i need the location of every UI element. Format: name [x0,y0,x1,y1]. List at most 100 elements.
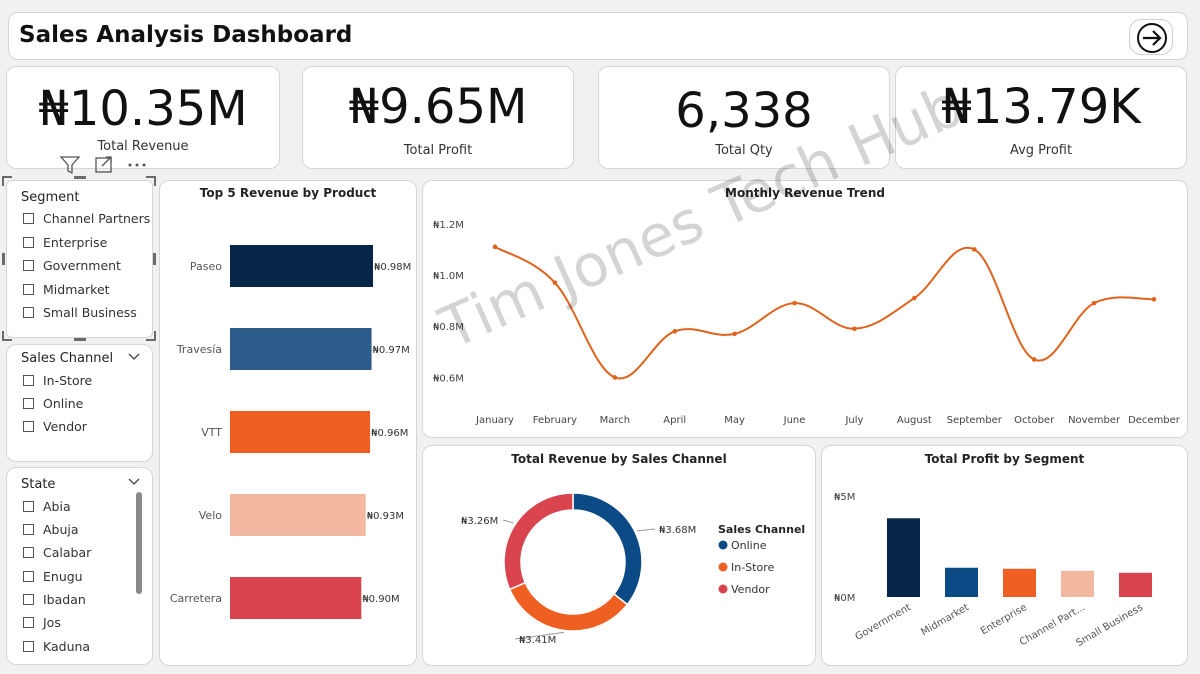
checkbox[interactable] [23,641,34,652]
donut-slice [572,492,643,606]
checkbox[interactable] [23,375,34,386]
y-tick-label: ₦5M [834,492,855,503]
trend-point [852,326,857,332]
checkbox[interactable] [23,547,34,558]
slicer-item[interactable]: Midmarket [23,282,110,297]
slicer-item[interactable]: Kaduna [23,639,90,654]
segment-slicer[interactable]: Segment Channel Partners Enterprise Gove… [6,180,153,338]
bar-value-label: ₦0.96M [371,428,408,439]
x-tick-label: March [600,415,630,426]
slicer-item[interactable]: Ibadan [23,592,86,607]
bar-category-label: Paseo [190,260,222,273]
x-tick-label: December [1128,415,1181,426]
next-page-button[interactable] [1129,19,1173,55]
slicer-item[interactable]: In-Store [23,373,92,388]
bar-value-label: ₦0.98M [374,262,411,273]
bar-value-label: ₦0.93M [367,511,404,522]
bar [1119,572,1152,597]
sales-channel-slicer[interactable]: Sales Channel In-Store Online Vendor [6,344,153,462]
x-tick-label: June [783,415,806,426]
bar [230,328,372,370]
donut-value-label: ₦3.26M [461,516,498,527]
legend-marker [718,562,728,572]
trend-point [1091,300,1097,306]
checkbox[interactable] [23,594,34,605]
x-tick-label: October [1014,415,1055,426]
x-tick-label: July [844,415,863,426]
bar [945,567,978,597]
kpi-label: Total Profit [403,143,473,158]
slicer-item[interactable]: Calabar [23,545,91,560]
slicer-item[interactable]: Vendor [23,419,87,434]
slicer-title: Sales Channel [21,351,114,366]
bar [1061,570,1094,597]
checkbox[interactable] [23,398,34,409]
monthly-trend-chart: Monthly Revenue Trend ₦0.6M ₦0.8M ₦1.0M ₦1.… [422,180,1188,438]
slicer-item[interactable]: Small Business [23,305,137,320]
sales-channel-donut: Total Revenue by Sales Channel ₦3.68M ₦3.… [422,445,816,666]
x-tick-label: Enterprise [979,602,1029,637]
slicer-item[interactable]: Abuja [23,522,79,537]
focus-mode-icon[interactable] [95,156,112,173]
bar [230,494,366,536]
filter-icon[interactable] [59,156,81,175]
chevron-down-icon[interactable] [128,478,140,486]
chevron-down-icon[interactable] [128,353,140,361]
kpi-value: ₦10.35M [38,81,248,137]
legend-label: Online [731,539,767,552]
arrow-right-icon [1137,23,1167,53]
visual-header-toolbar [58,154,154,176]
kpi-label: Total Qty [715,143,773,158]
y-tick-label: ₦1.0M [433,271,464,282]
top5-product-chart: Top 5 Revenue by Product Paseo ₦0.98M Trav… [159,180,417,666]
x-tick-label: Midmarket [919,602,971,638]
slicer-item[interactable]: Enugu [23,569,83,584]
checkbox[interactable] [23,284,34,295]
checkbox[interactable] [23,260,34,271]
y-tick-label: ₦0M [834,593,855,604]
legend-marker [718,584,728,594]
state-slicer[interactable]: State Abia Abuja Calabar Enugu Ibadan Jo… [6,467,153,665]
x-tick-label: November [1068,415,1121,426]
slicer-item[interactable]: Channel Partners [23,211,150,226]
kpi-label: Avg Profit [1009,143,1073,158]
trend-point [552,280,558,285]
trend-point [492,244,498,250]
state-slicer-scrollbar[interactable] [136,492,142,594]
kpi-value: 6,338 [675,83,813,139]
more-options-icon[interactable] [128,163,146,167]
monthly-trend-plot: ₦0.6M ₦0.8M ₦1.0M ₦1.2M January February March… [433,220,1181,426]
checkbox[interactable] [23,571,34,582]
chart-title: Total Revenue by Sales Channel [511,452,727,466]
kpi-label: Total Revenue [97,139,189,154]
donut-slice [503,492,574,591]
selection-frame [2,176,156,341]
legend-marker [718,540,728,550]
slicer-item[interactable]: Abia [23,499,71,514]
checkbox[interactable] [23,524,34,535]
kpi-value: ₦13.79K [941,79,1141,135]
x-tick-label: September [947,415,1003,426]
slicer-title: State [21,477,56,492]
kpi-value: ₦9.65M [348,79,528,135]
checkbox[interactable] [23,307,34,318]
slicer-item[interactable]: Jos [23,615,61,630]
bar [230,411,371,453]
trend-point [612,375,618,380]
donut-leader-line [502,519,514,524]
bar [230,245,373,287]
bar [1003,568,1036,597]
kpi-total-revenue: ₦10.35M Total Revenue [6,66,280,169]
checkbox[interactable] [23,213,34,224]
donut-leader-line [514,631,565,640]
donut-value-label: ₦3.68M [659,525,696,536]
checkbox[interactable] [23,617,34,628]
slicer-item[interactable]: Government [23,258,121,273]
profit-segment-chart: Total Profit by Segment ₦0M ₦5M Government… [821,445,1188,666]
donut-value-label: ₦3.41M [519,635,556,646]
slicer-item[interactable]: Online [23,396,83,411]
checkbox[interactable] [23,421,34,432]
checkbox[interactable] [23,501,34,512]
slicer-item[interactable]: Enterprise [23,235,107,250]
checkbox[interactable] [23,237,34,248]
